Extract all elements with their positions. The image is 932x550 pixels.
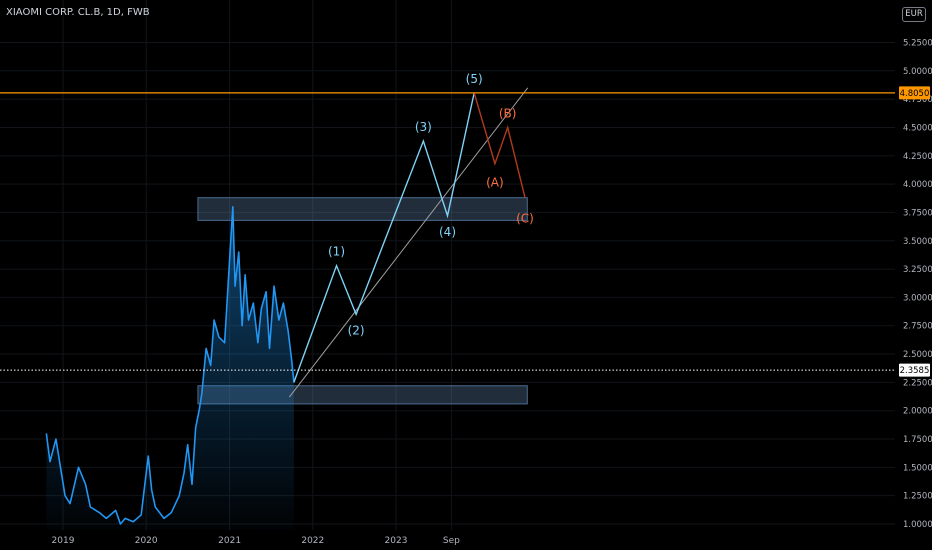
symbol-title: XIAOMI CORP. CL.B, 1D, FWB xyxy=(6,7,150,18)
current-price-tag xyxy=(899,363,930,377)
y-tick-label: 2.2500 xyxy=(903,378,932,388)
y-tick-label: 1.5000 xyxy=(903,463,932,473)
y-tick-label: 2.7500 xyxy=(903,322,932,332)
trendline-line xyxy=(288,87,529,398)
price-axis: 1.0000 1.2500 1.5000 1.7500 2.0000 2.2500 2.50… xyxy=(899,38,932,530)
horizontal-lines xyxy=(0,92,895,371)
y-tick-label: 5.0000 xyxy=(903,67,932,77)
x-tick-label: 2020 xyxy=(135,536,158,546)
wave-label-1: (1) xyxy=(328,245,345,259)
y-tick-label: 4.5000 xyxy=(903,123,932,133)
y-tick-label: 1.7500 xyxy=(903,435,932,445)
wave-label-2: (2) xyxy=(348,323,365,337)
y-tick-label: 3.7500 xyxy=(903,208,932,218)
current-price-label: 2.3585 xyxy=(900,366,930,376)
price-zone xyxy=(197,197,528,221)
resistance-price-label: 4.8050 xyxy=(900,89,930,99)
y-tick-label: 4.7500 xyxy=(903,95,932,105)
correction-wave-line xyxy=(473,92,526,198)
y-tick-label: 5.2500 xyxy=(903,38,932,48)
y-tick-label: 4.0000 xyxy=(903,180,932,190)
x-tick-label: 2021 xyxy=(218,536,241,546)
y-tick-label: 1.0000 xyxy=(903,520,932,530)
price-series xyxy=(45,205,295,525)
x-tick-label: 2022 xyxy=(301,536,324,546)
y-tick-label: 3.2500 xyxy=(903,265,932,275)
wave-label-a: (A) xyxy=(486,176,504,190)
y-tick-label: 3.5000 xyxy=(903,237,932,247)
y-tick-label: 3.0000 xyxy=(903,293,932,303)
x-tick-label: Sep xyxy=(443,536,460,546)
elliott-waves: (1) (2) (3) (4) (5) (A) (B) (C) xyxy=(293,72,534,383)
resistance-price-tag xyxy=(899,86,930,100)
wave-label-5: (5) xyxy=(466,72,483,86)
price-area-fill xyxy=(46,206,294,530)
x-tick-label: 2023 xyxy=(385,536,408,546)
y-tick-label: 1.2500 xyxy=(903,492,932,502)
wave-label-b: (B) xyxy=(499,106,517,120)
currency-button[interactable]: EUR xyxy=(902,7,926,22)
wave-label-3: (3) xyxy=(415,120,432,134)
price-line xyxy=(45,205,295,525)
time-axis: 2019 2020 2021 2022 2023 Sep xyxy=(52,536,461,546)
wave-label-c: (C) xyxy=(516,212,534,226)
y-tick-label: 2.5000 xyxy=(903,350,932,360)
wave-label-4: (4) xyxy=(439,225,456,239)
y-tick-label: 4.2500 xyxy=(903,152,932,162)
grid xyxy=(0,0,895,530)
impulse-wave-line xyxy=(293,92,475,383)
price-area xyxy=(46,206,294,530)
y-tick-label: 2.0000 xyxy=(903,407,932,417)
trendline xyxy=(288,87,529,398)
x-tick-label: 2019 xyxy=(52,536,75,546)
